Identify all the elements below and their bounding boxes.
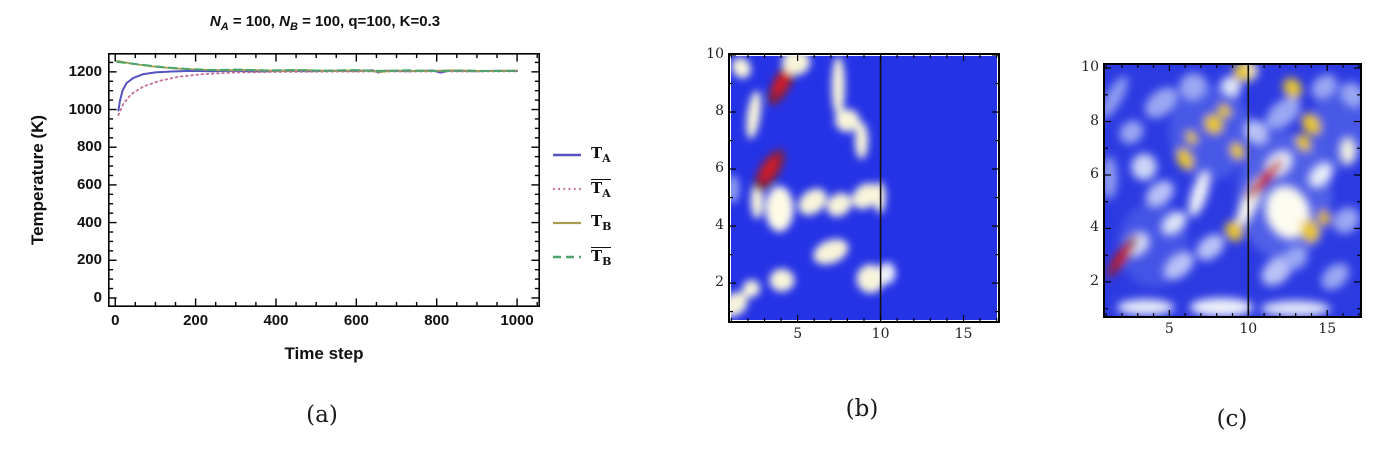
tick-label: 1000 <box>68 100 102 118</box>
legend-line-swatch <box>553 187 581 191</box>
tick-label: 4 <box>715 217 724 234</box>
title-subscript: B <box>289 21 298 33</box>
legend-item-tb: TB <box>552 206 662 240</box>
tick-label: 800 <box>424 312 450 329</box>
tick-label: 15 <box>1318 321 1337 337</box>
panel-b-ytick-labels: 2 4 6 8 10 <box>678 46 724 323</box>
tick-label: 15 <box>954 326 973 342</box>
tick-label: 10 <box>871 326 890 342</box>
legend-line-swatch <box>553 153 581 157</box>
tick-label: 6 <box>1090 165 1099 182</box>
tick-label: 0 <box>93 288 102 306</box>
caption-b: (b) <box>845 396 879 422</box>
title-variable: N <box>209 13 221 30</box>
title-text: = 100, q=100, K=0.3 <box>297 13 441 30</box>
legend-item-ta: TA <box>552 138 662 172</box>
tick-label: 10 <box>1239 321 1258 337</box>
panel-c-ytick-labels: 2 4 6 8 10 <box>1053 59 1099 318</box>
panel-b-xtick-labels: 5 10 15 <box>728 326 1000 348</box>
legend-label: TB <box>591 247 612 268</box>
tick-label: 1200 <box>68 62 102 80</box>
panel-a-x-axis-label: Time step <box>284 344 364 363</box>
tick-label: 600 <box>343 312 369 329</box>
tick-label: 200 <box>76 251 102 269</box>
title-variable: N <box>279 13 290 30</box>
legend-line-swatch <box>553 255 581 259</box>
density-plot-b-canvas <box>728 53 1000 323</box>
tick-label: 400 <box>263 312 289 329</box>
caption-c: (c) <box>1216 406 1248 432</box>
legend-label: TB <box>591 212 612 233</box>
tick-label: 5 <box>1164 321 1174 337</box>
tick-label: 10 <box>706 46 724 62</box>
legend-line-swatch <box>553 221 581 225</box>
panel-a-legend: TA TA TB TB <box>552 138 662 274</box>
panel-a-xtick-labels: 0 200 400 600 800 1000 <box>108 312 540 336</box>
title-text: = 100, <box>228 13 280 30</box>
tick-label: 6 <box>715 160 724 177</box>
tick-label: 10 <box>1081 59 1099 76</box>
tick-label: 2 <box>715 274 724 291</box>
panel-a-ytick-labels: 0 200 400 600 800 1000 1200 <box>56 53 104 307</box>
legend-item-ta-bar: TA <box>552 172 662 206</box>
tick-label: 200 <box>183 312 209 329</box>
tick-label: 1000 <box>500 312 534 329</box>
panel-c-xtick-labels: 5 10 15 <box>1103 321 1362 343</box>
legend-label: TA <box>591 144 611 165</box>
line-plot-canvas <box>108 53 540 307</box>
tick-label: 2 <box>1090 272 1099 289</box>
panel-a-y-axis-label: Temperature (K) <box>28 114 47 246</box>
tick-label: 400 <box>76 213 102 231</box>
title-subscript: A <box>220 21 229 33</box>
legend-label: TA <box>591 179 611 200</box>
tick-label: 5 <box>793 326 803 342</box>
tick-label: 4 <box>1090 219 1099 236</box>
density-plot-c-canvas <box>1103 63 1362 318</box>
caption-a: (a) <box>306 402 338 428</box>
legend-item-tb-bar: TB <box>552 240 662 274</box>
tick-label: 600 <box>76 175 102 193</box>
panel-a-title: NA = 100, NB = 100, q=100, K=0.3 <box>95 13 555 33</box>
tick-label: 0 <box>111 312 120 329</box>
tick-label: 8 <box>715 103 724 120</box>
tick-label: 8 <box>1090 112 1099 129</box>
tick-label: 800 <box>76 138 102 156</box>
